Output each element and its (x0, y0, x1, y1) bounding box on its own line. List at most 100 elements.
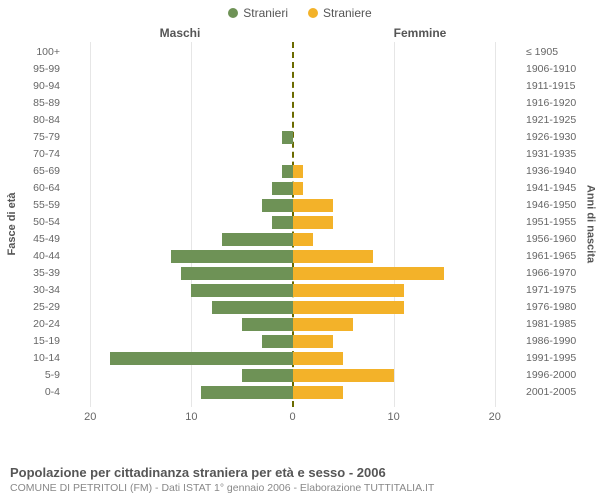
age-label: 65-69 (0, 165, 66, 178)
legend-female: Straniere (308, 6, 372, 20)
age-label: 85-89 (0, 97, 66, 110)
pyramid-row (70, 63, 515, 76)
bar-female (293, 165, 303, 178)
bar-female (293, 352, 344, 365)
age-label: 75-79 (0, 131, 66, 144)
bar-male (282, 165, 292, 178)
age-label: 25-29 (0, 301, 66, 314)
bar-male (201, 386, 292, 399)
birth-label: 1946-1950 (520, 199, 600, 212)
legend-female-label: Straniere (323, 6, 372, 20)
bar-female (293, 335, 333, 348)
birth-label: 1911-1915 (520, 80, 600, 93)
bar-female (293, 216, 333, 229)
legend: Stranieri Straniere (0, 0, 600, 20)
legend-male-label: Stranieri (243, 6, 288, 20)
bar-male (272, 182, 292, 195)
bar-male (110, 352, 292, 365)
birth-label: 1976-1980 (520, 301, 600, 314)
column-title-right: Femmine (300, 26, 600, 40)
bar-female (293, 199, 333, 212)
bar-female (293, 369, 394, 382)
birth-label: 1906-1910 (520, 63, 600, 76)
chart-title: Popolazione per cittadinanza straniera p… (10, 465, 590, 480)
plot-area: 20 10 0 10 20 (70, 42, 515, 427)
pyramid-row (70, 114, 515, 127)
legend-female-swatch (308, 8, 318, 18)
birth-label: 1941-1945 (520, 182, 600, 195)
x-tick-label: 10 (388, 411, 400, 423)
age-label: 40-44 (0, 250, 66, 263)
x-axis: 20 10 0 10 20 (70, 407, 515, 427)
bar-male (242, 369, 293, 382)
age-label: 45-49 (0, 233, 66, 246)
plot (70, 42, 515, 407)
birth-label: 1971-1975 (520, 284, 600, 297)
x-tick-label: 10 (185, 411, 197, 423)
chart-container: Stranieri Straniere Maschi Femmine Fasce… (0, 0, 600, 500)
column-title-left: Maschi (0, 26, 300, 40)
bar-female (293, 233, 313, 246)
legend-male: Stranieri (228, 6, 288, 20)
bar-female (293, 318, 354, 331)
bar-male (171, 250, 292, 263)
birth-label: 1956-1960 (520, 233, 600, 246)
age-label: 5-9 (0, 369, 66, 382)
bar-male (242, 318, 293, 331)
birth-label: 1936-1940 (520, 165, 600, 178)
pyramid-row (70, 318, 515, 331)
pyramid-row (70, 165, 515, 178)
birth-label: 1931-1935 (520, 148, 600, 161)
birth-label: 1961-1965 (520, 250, 600, 263)
age-label: 95-99 (0, 63, 66, 76)
pyramid-row (70, 148, 515, 161)
birth-label: 1921-1925 (520, 114, 600, 127)
age-label: 20-24 (0, 318, 66, 331)
bar-male (212, 301, 293, 314)
pyramid-row (70, 46, 515, 59)
pyramid-row (70, 250, 515, 263)
pyramid-row (70, 80, 515, 93)
x-tick-label: 20 (84, 411, 96, 423)
birth-label: 1981-1985 (520, 318, 600, 331)
pyramid-row (70, 301, 515, 314)
bar-female (293, 182, 303, 195)
birth-label: 1926-1930 (520, 131, 600, 144)
y-axis-right: ≤ 1905 1906-1910 1911-1915 1916-1920 1921-19… (520, 42, 600, 407)
pyramid-row (70, 97, 515, 110)
age-label: 10-14 (0, 352, 66, 365)
birth-label: 1951-1955 (520, 216, 600, 229)
bar-male (262, 199, 292, 212)
birth-label: 1916-1920 (520, 97, 600, 110)
pyramid-row (70, 131, 515, 144)
age-label: 70-74 (0, 148, 66, 161)
bar-male (191, 284, 292, 297)
pyramid-row (70, 267, 515, 280)
pyramid-row (70, 233, 515, 246)
birth-label: 1986-1990 (520, 335, 600, 348)
bar-male (262, 335, 292, 348)
birth-label: 2001-2005 (520, 386, 600, 399)
column-titles: Maschi Femmine (0, 26, 600, 40)
bar-female (293, 284, 404, 297)
age-label: 35-39 (0, 267, 66, 280)
bar-female (293, 386, 344, 399)
age-label: 60-64 (0, 182, 66, 195)
bar-female (293, 250, 374, 263)
pyramid-row (70, 352, 515, 365)
age-label: 55-59 (0, 199, 66, 212)
age-label: 0-4 (0, 386, 66, 399)
age-label: 90-94 (0, 80, 66, 93)
birth-label: 1991-1995 (520, 352, 600, 365)
x-tick-label: 0 (289, 411, 295, 423)
x-tick-label: 20 (489, 411, 501, 423)
chart-subtitle: COMUNE DI PETRITOLI (FM) - Dati ISTAT 1°… (10, 482, 590, 494)
age-label: 15-19 (0, 335, 66, 348)
pyramid-row (70, 369, 515, 382)
age-label: 100+ (0, 46, 66, 59)
bar-male (282, 131, 292, 144)
age-label: 50-54 (0, 216, 66, 229)
pyramid-row (70, 199, 515, 212)
pyramid-row (70, 182, 515, 195)
birth-label: ≤ 1905 (520, 46, 600, 59)
